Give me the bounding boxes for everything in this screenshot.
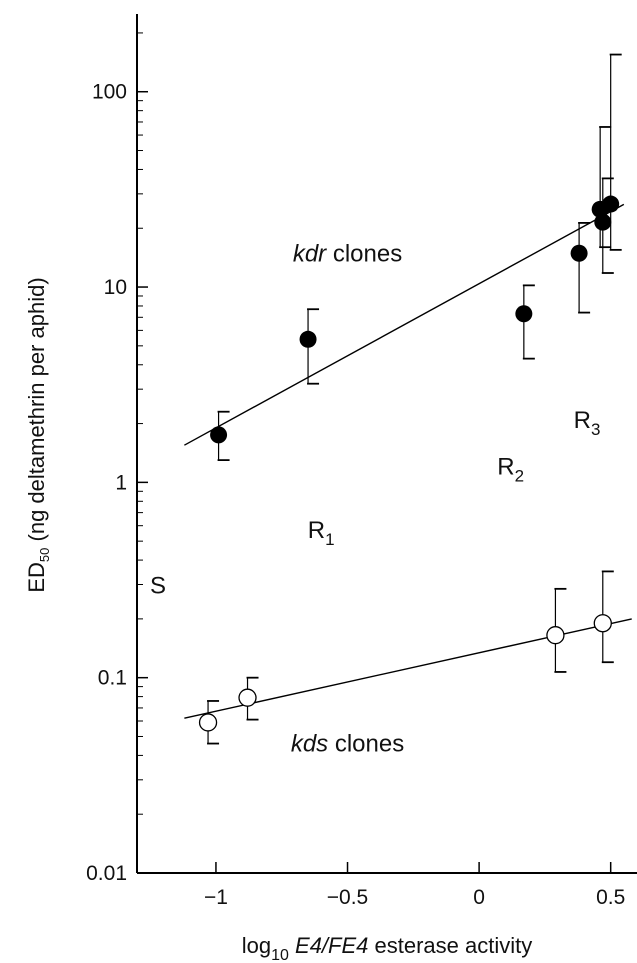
x-axis-label: log10 E4/FE4 esterase activity bbox=[242, 933, 532, 963]
y-axis-label: ED50 (ng deltamethrin per aphid) bbox=[24, 277, 52, 592]
annotation-label: R1 bbox=[308, 517, 335, 549]
annotation-label: S bbox=[150, 572, 166, 599]
y-tick-label: 1 bbox=[115, 471, 127, 494]
y-tick-label: 0.01 bbox=[86, 862, 127, 885]
kdr-point bbox=[210, 426, 228, 444]
kdr-point bbox=[299, 330, 317, 348]
data-points bbox=[198, 195, 620, 732]
x-tick-label: −0.5 bbox=[327, 886, 368, 909]
annotations: kdr clones kds clones S R1 R2 R3 bbox=[150, 241, 600, 758]
fit-line bbox=[184, 203, 625, 446]
kdr-point bbox=[570, 244, 588, 262]
annotation-label: R3 bbox=[574, 407, 601, 439]
kds-point bbox=[593, 614, 612, 633]
kds-point bbox=[546, 626, 565, 645]
axes: 100 10 1 0.1 0.01 −1 −0.5 0 0.5 bbox=[86, 14, 637, 909]
fit-lines bbox=[184, 203, 632, 719]
kdr-point bbox=[602, 195, 620, 213]
annotation-label: R2 bbox=[497, 453, 524, 485]
kds-point bbox=[238, 688, 257, 707]
annotation-label: kdr clones bbox=[293, 241, 402, 268]
axis-labels: log10 E4/FE4 esterase activity ED50 (ng d… bbox=[24, 277, 532, 963]
y-tick-label: 0.1 bbox=[98, 667, 127, 690]
x-tick-label: 0 bbox=[473, 886, 485, 909]
y-tick-label: 10 bbox=[104, 276, 127, 299]
annotation-label: kds clones bbox=[291, 730, 404, 757]
kdr-point bbox=[594, 213, 612, 231]
kds-point bbox=[198, 713, 218, 732]
kdr-point bbox=[515, 305, 533, 323]
x-tick-label: −1 bbox=[204, 886, 228, 909]
y-tick-label: 100 bbox=[92, 81, 127, 104]
x-tick-label: 0.5 bbox=[596, 886, 625, 909]
